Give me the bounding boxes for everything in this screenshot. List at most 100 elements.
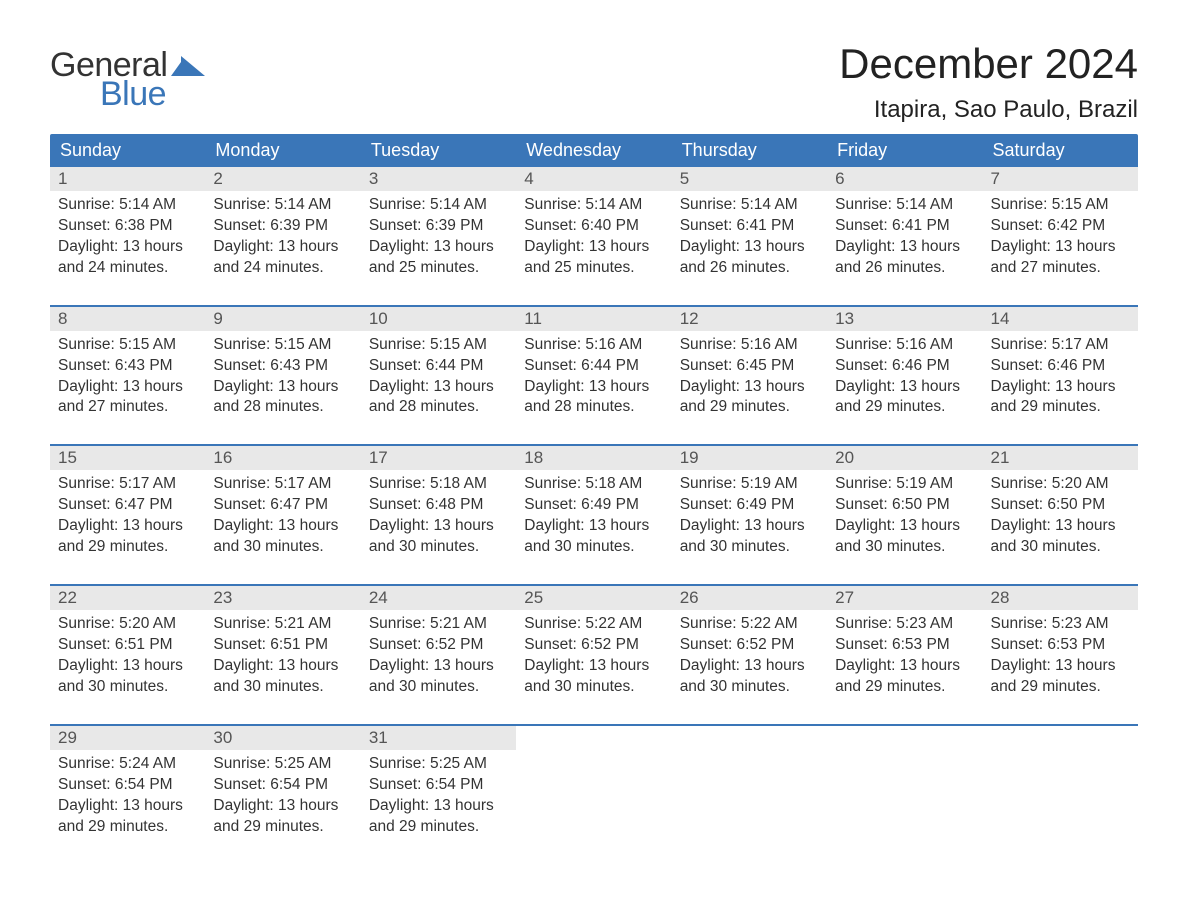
daylight-text-1: Daylight: 13 hours [680,516,819,537]
day-number: 19 [672,446,827,470]
sunrise-text: Sunrise: 5:14 AM [524,195,663,216]
sunrise-text: Sunrise: 5:25 AM [213,754,352,775]
sunrise-text: Sunrise: 5:20 AM [991,474,1130,495]
daylight-text-2: and 25 minutes. [369,258,508,279]
sunset-text: Sunset: 6:43 PM [213,356,352,377]
day-number: 2 [205,167,360,191]
day-cell: 9Sunrise: 5:15 AMSunset: 6:43 PMDaylight… [205,307,360,425]
day-details: Sunrise: 5:19 AMSunset: 6:50 PMDaylight:… [827,470,982,564]
daylight-text-2: and 30 minutes. [213,677,352,698]
weekday-header: Wednesday [516,134,671,167]
day-details: Sunrise: 5:15 AMSunset: 6:43 PMDaylight:… [50,331,205,425]
day-cell: 16Sunrise: 5:17 AMSunset: 6:47 PMDayligh… [205,446,360,564]
sunset-text: Sunset: 6:50 PM [835,495,974,516]
day-cell: 28Sunrise: 5:23 AMSunset: 6:53 PMDayligh… [983,586,1138,704]
day-number: 16 [205,446,360,470]
sunset-text: Sunset: 6:54 PM [369,775,508,796]
location-subtitle: Itapira, Sao Paulo, Brazil [839,96,1138,124]
daylight-text-1: Daylight: 13 hours [524,377,663,398]
day-details: Sunrise: 5:14 AMSunset: 6:41 PMDaylight:… [672,191,827,285]
day-details: Sunrise: 5:14 AMSunset: 6:38 PMDaylight:… [50,191,205,285]
daylight-text-1: Daylight: 13 hours [369,796,508,817]
sunrise-text: Sunrise: 5:22 AM [524,614,663,635]
day-number: 31 [361,726,516,750]
daylight-text-1: Daylight: 13 hours [991,656,1130,677]
daylight-text-2: and 29 minutes. [991,677,1130,698]
day-details: Sunrise: 5:19 AMSunset: 6:49 PMDaylight:… [672,470,827,564]
day-details: Sunrise: 5:15 AMSunset: 6:44 PMDaylight:… [361,331,516,425]
day-number: 11 [516,307,671,331]
day-details: Sunrise: 5:14 AMSunset: 6:40 PMDaylight:… [516,191,671,285]
day-number: 21 [983,446,1138,470]
day-details: Sunrise: 5:14 AMSunset: 6:39 PMDaylight:… [361,191,516,285]
sunrise-text: Sunrise: 5:22 AM [680,614,819,635]
daylight-text-2: and 30 minutes. [524,677,663,698]
weeks-container: 1Sunrise: 5:14 AMSunset: 6:38 PMDaylight… [50,167,1138,843]
sunset-text: Sunset: 6:39 PM [213,216,352,237]
daylight-text-1: Daylight: 13 hours [991,516,1130,537]
daylight-text-1: Daylight: 13 hours [524,516,663,537]
day-cell: 15Sunrise: 5:17 AMSunset: 6:47 PMDayligh… [50,446,205,564]
day-number: 12 [672,307,827,331]
daylight-text-2: and 30 minutes. [835,537,974,558]
day-cell: 18Sunrise: 5:18 AMSunset: 6:49 PMDayligh… [516,446,671,564]
sunset-text: Sunset: 6:54 PM [213,775,352,796]
day-details: Sunrise: 5:21 AMSunset: 6:52 PMDaylight:… [361,610,516,704]
sunrise-text: Sunrise: 5:14 AM [58,195,197,216]
sunrise-text: Sunrise: 5:24 AM [58,754,197,775]
daylight-text-2: and 30 minutes. [680,677,819,698]
day-number: 27 [827,586,982,610]
daylight-text-2: and 29 minutes. [835,677,974,698]
weekday-header: Friday [827,134,982,167]
daylight-text-1: Daylight: 13 hours [213,796,352,817]
daylight-text-1: Daylight: 13 hours [835,516,974,537]
header-region: General Blue December 2024 Itapira, Sao … [50,40,1138,124]
sunrise-text: Sunrise: 5:21 AM [213,614,352,635]
sunset-text: Sunset: 6:46 PM [991,356,1130,377]
day-number: 18 [516,446,671,470]
sunrise-text: Sunrise: 5:17 AM [213,474,352,495]
sunset-text: Sunset: 6:46 PM [835,356,974,377]
day-number: 3 [361,167,516,191]
day-number: 28 [983,586,1138,610]
day-details: Sunrise: 5:20 AMSunset: 6:51 PMDaylight:… [50,610,205,704]
daylight-text-1: Daylight: 13 hours [991,237,1130,258]
day-details: Sunrise: 5:23 AMSunset: 6:53 PMDaylight:… [827,610,982,704]
daylight-text-2: and 24 minutes. [58,258,197,279]
week-row: 8Sunrise: 5:15 AMSunset: 6:43 PMDaylight… [50,305,1138,425]
daylight-text-1: Daylight: 13 hours [835,377,974,398]
sunrise-text: Sunrise: 5:17 AM [991,335,1130,356]
day-cell: 21Sunrise: 5:20 AMSunset: 6:50 PMDayligh… [983,446,1138,564]
daylight-text-2: and 29 minutes. [58,817,197,838]
day-details: Sunrise: 5:15 AMSunset: 6:43 PMDaylight:… [205,331,360,425]
day-cell: 7Sunrise: 5:15 AMSunset: 6:42 PMDaylight… [983,167,1138,285]
day-number: 4 [516,167,671,191]
day-number: 29 [50,726,205,750]
daylight-text-2: and 29 minutes. [58,537,197,558]
daylight-text-1: Daylight: 13 hours [58,796,197,817]
weekday-header-row: Sunday Monday Tuesday Wednesday Thursday… [50,134,1138,167]
daylight-text-1: Daylight: 13 hours [213,656,352,677]
sunrise-text: Sunrise: 5:15 AM [991,195,1130,216]
day-details: Sunrise: 5:16 AMSunset: 6:45 PMDaylight:… [672,331,827,425]
daylight-text-1: Daylight: 13 hours [524,656,663,677]
empty-day [827,726,982,750]
day-number: 22 [50,586,205,610]
sunrise-text: Sunrise: 5:16 AM [524,335,663,356]
sunset-text: Sunset: 6:44 PM [369,356,508,377]
day-cell: 4Sunrise: 5:14 AMSunset: 6:40 PMDaylight… [516,167,671,285]
sunrise-text: Sunrise: 5:15 AM [213,335,352,356]
day-number: 24 [361,586,516,610]
daylight-text-1: Daylight: 13 hours [213,237,352,258]
day-details: Sunrise: 5:15 AMSunset: 6:42 PMDaylight:… [983,191,1138,285]
week-row: 22Sunrise: 5:20 AMSunset: 6:51 PMDayligh… [50,584,1138,704]
sunrise-text: Sunrise: 5:14 AM [835,195,974,216]
day-details: Sunrise: 5:17 AMSunset: 6:47 PMDaylight:… [205,470,360,564]
daylight-text-2: and 30 minutes. [58,677,197,698]
day-cell: 11Sunrise: 5:16 AMSunset: 6:44 PMDayligh… [516,307,671,425]
sunset-text: Sunset: 6:47 PM [58,495,197,516]
day-number: 23 [205,586,360,610]
sunrise-text: Sunrise: 5:23 AM [835,614,974,635]
title-block: December 2024 Itapira, Sao Paulo, Brazil [839,40,1138,124]
weekday-header: Sunday [50,134,205,167]
